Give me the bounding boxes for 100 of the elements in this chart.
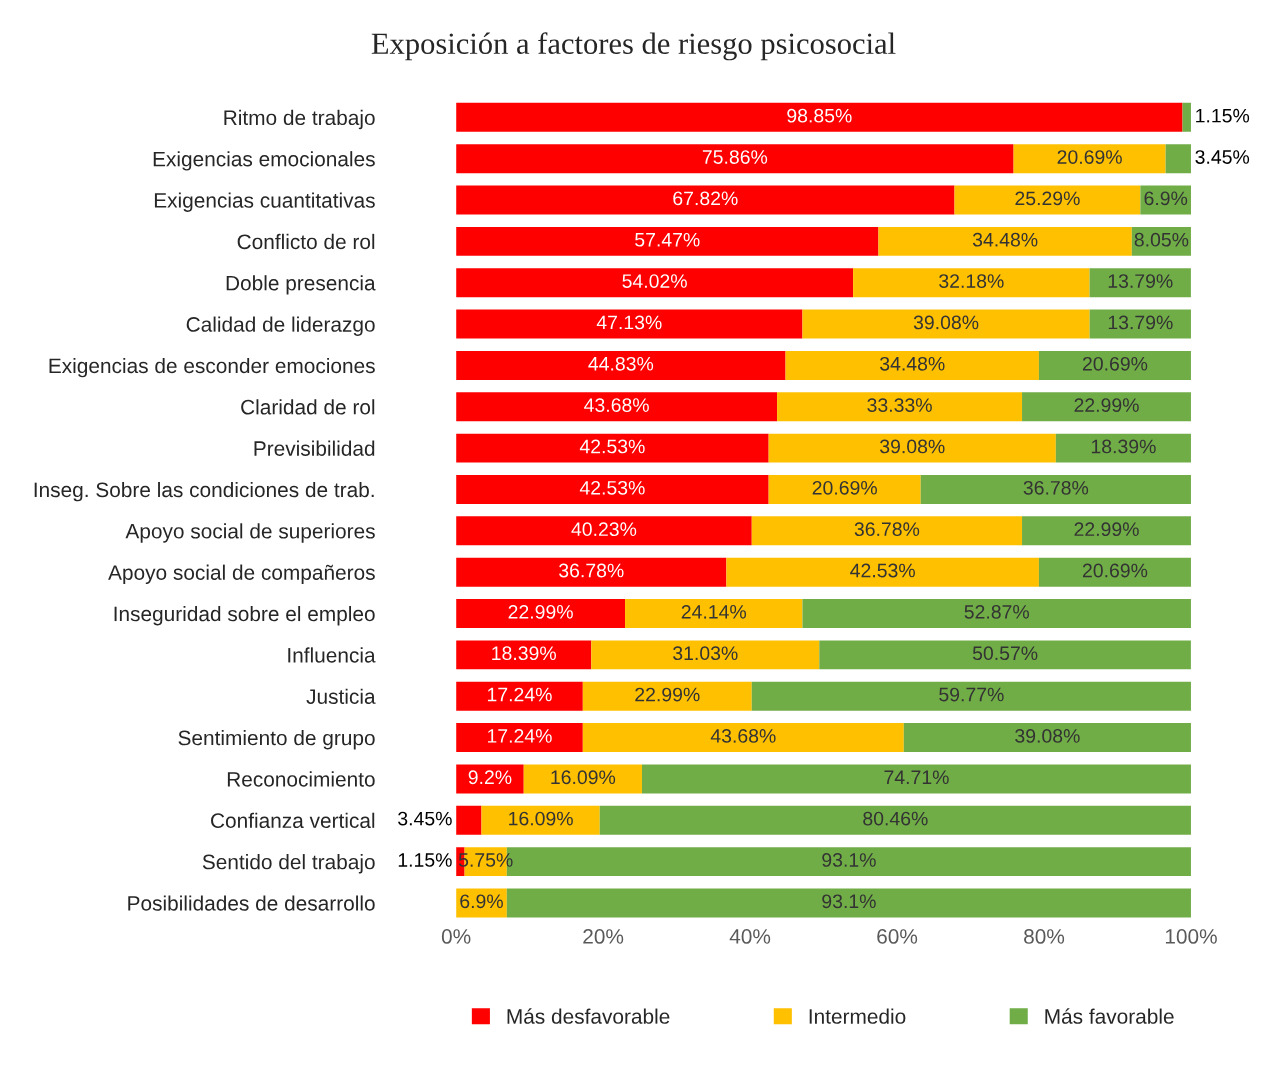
x-tick-label: 100% — [1165, 929, 1217, 944]
legend-label: Intermedio — [809, 1008, 906, 1024]
data-label: 42.53% — [579, 480, 645, 495]
y-tick-label: Calidad de liderazgo — [186, 316, 375, 336]
data-label: 8.05% — [1134, 232, 1189, 247]
bar — [802, 599, 1191, 628]
data-label: 6.9% — [1144, 191, 1188, 206]
data-label: 13.79% — [1108, 315, 1173, 330]
data-label: 3.45% — [1195, 150, 1250, 164]
bar — [1089, 268, 1191, 298]
bar — [456, 640, 592, 670]
y-tick-label: Posibilidades de desarrollo — [128, 895, 375, 911]
bar — [456, 475, 769, 504]
bar — [1038, 557, 1191, 587]
data-label: 42.53% — [850, 563, 915, 578]
bar — [1055, 433, 1191, 463]
data-label: 6.9% — [460, 894, 503, 909]
x-tick-label: 60% — [877, 929, 918, 944]
data-label: 42.53% — [579, 439, 645, 454]
y-tick-label: Confianza vertical — [211, 812, 375, 829]
bar — [954, 185, 1141, 215]
data-label: 20.69% — [1082, 563, 1148, 578]
data-label: 33.33% — [867, 398, 932, 412]
y-tick-label: Apoyo social de compañeros — [108, 564, 375, 585]
bar — [456, 226, 879, 256]
bar — [456, 681, 583, 711]
data-label: 17.24% — [487, 687, 552, 702]
legend-label: Más desfavorable — [507, 1008, 670, 1024]
data-label: 24.14% — [681, 604, 747, 619]
y-tick-label: Previsibilidad — [254, 440, 375, 456]
data-label: 22.99% — [1074, 398, 1139, 412]
data-label: 20.69% — [1057, 150, 1122, 164]
bar — [1022, 392, 1191, 422]
bar — [456, 309, 803, 339]
y-tick-label: Doble presencia — [226, 275, 376, 295]
data-label: 34.48% — [880, 356, 945, 371]
data-label: 20.69% — [1082, 356, 1148, 371]
data-label: 34.48% — [972, 232, 1038, 247]
data-label: 47.13% — [596, 315, 662, 330]
data-label: 39.08% — [1015, 729, 1080, 743]
data-label: 9.2% — [468, 770, 512, 785]
data-label: 31.03% — [673, 646, 738, 661]
data-label: 43.68% — [584, 398, 649, 412]
bar — [506, 888, 1191, 918]
bar — [819, 640, 1191, 670]
data-label: 39.08% — [880, 439, 945, 454]
data-label: 52.87% — [964, 604, 1029, 619]
bar — [802, 309, 1090, 339]
data-label: 32.18% — [939, 274, 1004, 288]
bar — [591, 640, 820, 670]
bar — [456, 516, 752, 546]
bar — [582, 723, 904, 753]
bar — [785, 350, 1039, 380]
bar — [523, 764, 642, 794]
data-label: 17.24% — [487, 729, 552, 743]
bar — [456, 268, 854, 298]
bar — [853, 268, 1090, 298]
x-tick-label: 0% — [441, 929, 471, 944]
bar — [768, 475, 921, 504]
y-tick-label: Influencia — [288, 647, 376, 663]
data-label: 43.68% — [710, 729, 776, 743]
bar — [456, 350, 786, 380]
data-label: 50.57% — [972, 646, 1038, 661]
bar — [582, 681, 752, 711]
data-label: 16.09% — [551, 770, 616, 785]
x-tick-label: 20% — [583, 929, 624, 944]
y-tick-label: Sentido del trabajo — [202, 854, 375, 874]
data-label: 18.39% — [492, 646, 556, 661]
bar — [777, 392, 1023, 422]
bar — [1022, 516, 1191, 546]
data-label: 67.82% — [673, 191, 738, 206]
y-tick-label: Justicia — [306, 688, 376, 704]
y-tick-label: Sentimiento de grupo — [178, 730, 375, 750]
data-label: 74.71% — [884, 770, 949, 785]
bar — [625, 599, 803, 628]
data-label: 54.02% — [622, 274, 687, 288]
bar — [751, 516, 1023, 546]
data-label: 20.69% — [812, 480, 877, 495]
x-tick-label: 40% — [729, 929, 771, 944]
bar — [456, 102, 1183, 132]
bar — [1089, 309, 1191, 339]
data-label: 80.46% — [863, 811, 928, 826]
y-tick-label: Inseguridad sobre el empleo — [114, 605, 375, 626]
data-label: 98.85% — [787, 108, 852, 123]
data-label: 1.15% — [1196, 108, 1250, 123]
bar — [641, 764, 1191, 794]
y-tick-label: Exigencias cuantitativas — [154, 192, 375, 212]
y-tick-label: Reconocimiento — [227, 771, 375, 787]
bar — [726, 557, 1039, 587]
x-tick-label: 80% — [1024, 929, 1065, 944]
bar — [768, 433, 1056, 463]
data-label: 93.1% — [822, 853, 876, 867]
bar — [456, 805, 482, 835]
bar — [1038, 350, 1191, 380]
bar — [456, 723, 583, 753]
legend-label: Más favorable — [1045, 1008, 1174, 1024]
bar — [920, 475, 1191, 504]
bar — [481, 805, 600, 835]
y-tick-label: Exigencias emocionales — [153, 151, 375, 171]
data-label: 22.99% — [508, 604, 573, 619]
